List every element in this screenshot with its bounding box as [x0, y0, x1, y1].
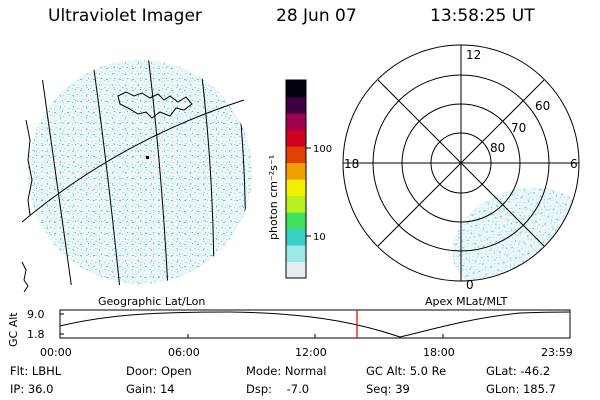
mlat-label-70: 70 [511, 121, 526, 135]
alt-ytick-1.8: 1.8 [27, 328, 45, 341]
coastline [117, 91, 193, 119]
alt-xtick-4: 23:59 [541, 346, 573, 359]
colorbar-tick-100: 100 [313, 144, 332, 155]
colorbar-band [286, 228, 306, 246]
geographic-map-panel [21, 60, 252, 293]
alt-xtick-1: 06:00 [168, 346, 200, 359]
colorbar-unit-label: photon cm⁻²s⁻¹ [267, 155, 280, 240]
colorbar-band [286, 113, 306, 131]
apex-caption: Apex MLat/MLT [425, 295, 508, 308]
ip-status: IP: 36.0 [10, 382, 54, 396]
geo-caption: Geographic Lat/Lon [98, 295, 205, 308]
alt-xtick-2: 12:00 [295, 346, 327, 359]
colorbar-band [286, 146, 306, 164]
gc-alt-status: GC Alt: 5.0 Re [366, 364, 447, 378]
gain-status: Gain: 14 [126, 382, 175, 396]
colorbar: 100 10 photon cm⁻²s⁻¹ [267, 79, 332, 279]
colorbar-band [286, 245, 306, 263]
glat-status: GLat: -46.2 [486, 364, 551, 378]
colorbar-band [286, 179, 306, 197]
glon-status: GLon: 185.7 [486, 382, 556, 396]
alt-xtick-3: 18:00 [423, 346, 455, 359]
colorbar-band [286, 195, 306, 213]
instrument-title: Ultraviolet Imager [48, 6, 202, 26]
filter-status: Flt: LBHL [10, 364, 62, 378]
mlat-label-60: 60 [535, 99, 550, 113]
alt-ylabel: GC Alt [7, 312, 20, 347]
time-label: 13:58:25 UT [430, 6, 535, 26]
colorbar-band [286, 212, 306, 230]
latitude-line [21, 99, 245, 223]
colorbar-band [286, 261, 306, 279]
alt-ytick-9: 9.0 [27, 308, 45, 321]
apex-polar-panel: 12 18 6 0 60 70 80 [342, 44, 580, 292]
alt-xtick-0: 00:00 [40, 346, 72, 359]
colorbar-band [286, 162, 306, 180]
mlt-label-12: 12 [466, 48, 481, 62]
date-label: 28 Jun 07 [276, 6, 357, 26]
mode-status: Mode: Normal [246, 364, 327, 378]
colorbar-band [286, 96, 306, 114]
altitude-timeline: 9.0 1.8 GC Alt 00:00 06:00 12:00 18:00 2… [7, 308, 573, 359]
seq-status: Seq: 39 [366, 382, 410, 396]
mlat-label-80: 80 [490, 141, 505, 155]
mlt-label-6: 6 [570, 157, 578, 171]
mlt-label-0: 0 [466, 278, 474, 292]
dsp-status: Dsp: -7.0 [246, 382, 310, 396]
altitude-curve [59, 311, 571, 338]
colorbar-band [286, 129, 306, 147]
coastline-west [25, 119, 33, 216]
door-status: Door: Open [126, 364, 192, 378]
colorbar-band [286, 80, 306, 98]
mlt-label-18: 18 [344, 157, 359, 171]
colorbar-tick-10: 10 [313, 232, 326, 243]
